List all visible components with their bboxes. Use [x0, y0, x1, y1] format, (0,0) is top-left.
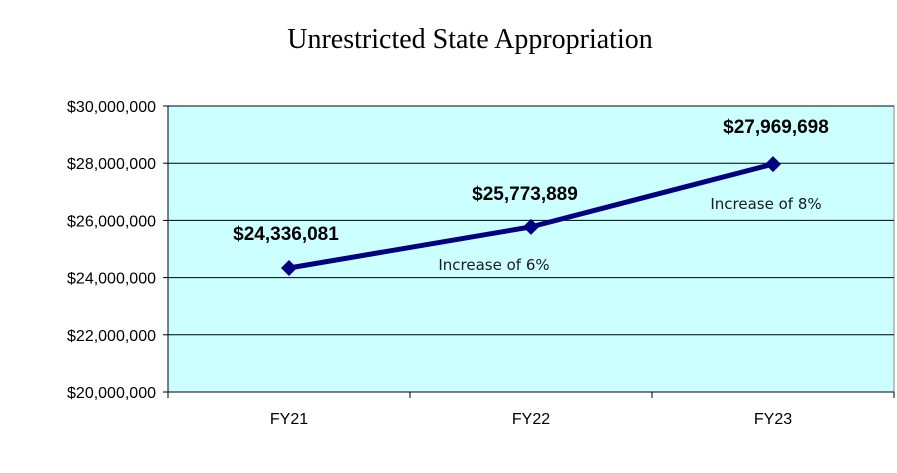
data-label: $24,336,081 [233, 224, 339, 245]
data-label: $25,773,889 [472, 184, 578, 205]
increase-annotation: Increase of 8% [710, 195, 821, 213]
y-tick-label: $24,000,000 [67, 271, 156, 288]
data-point-marker [765, 156, 781, 173]
axes: $20,000,000 $22,000,000 $24,000,000 $26,000… [67, 99, 895, 428]
y-tick-label: $28,000,000 [67, 156, 156, 173]
y-tick-label: $26,000,000 [67, 213, 156, 230]
increase-annotation: Increase of 6% [438, 256, 549, 274]
series-layer [281, 156, 781, 276]
x-tick-label: FY23 [754, 411, 792, 428]
y-tick-label: $22,000,000 [67, 328, 156, 345]
data-label: $27,969,698 [723, 117, 829, 138]
x-tick-label: FY21 [270, 411, 308, 428]
y-tick-label: $30,000,000 [67, 99, 156, 116]
chart-title: Unrestricted State Appropriation [287, 24, 653, 55]
x-tick-label: FY22 [512, 411, 550, 428]
label-layer: $24,336,081 $25,773,889 $27,969,698 Increas… [233, 117, 829, 274]
y-tick-label: $20,000,000 [67, 385, 156, 402]
data-point-marker [523, 218, 539, 235]
data-point-marker [281, 259, 297, 276]
plot-area [167, 105, 895, 393]
